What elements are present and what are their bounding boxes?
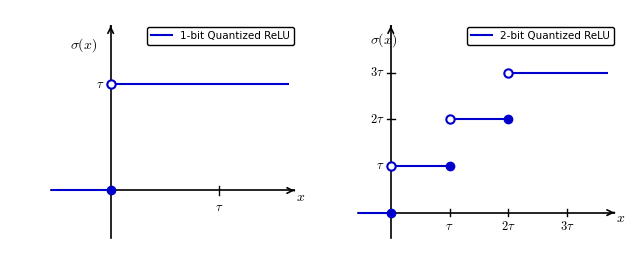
- Text: $\sigma(x)$: $\sigma(x)$: [70, 36, 97, 54]
- Text: $\tau$: $\tau$: [96, 78, 104, 91]
- Text: $\sigma(x)$: $\sigma(x)$: [370, 32, 397, 49]
- Text: $2\tau$: $2\tau$: [501, 220, 516, 233]
- Text: $3\tau$: $3\tau$: [560, 220, 575, 233]
- Text: $\tau$: $\tau$: [376, 160, 385, 172]
- Text: $\tau$: $\tau$: [445, 220, 454, 233]
- Text: $x$: $x$: [296, 190, 305, 204]
- Text: $\tau$: $\tau$: [214, 201, 223, 214]
- Text: $x$: $x$: [616, 211, 625, 225]
- Text: $3\tau$: $3\tau$: [370, 66, 385, 79]
- Legend: 2-bit Quantized ReLU: 2-bit Quantized ReLU: [467, 27, 614, 45]
- Text: $2\tau$: $2\tau$: [370, 113, 385, 126]
- Legend: 1-bit Quantized ReLU: 1-bit Quantized ReLU: [147, 27, 294, 45]
